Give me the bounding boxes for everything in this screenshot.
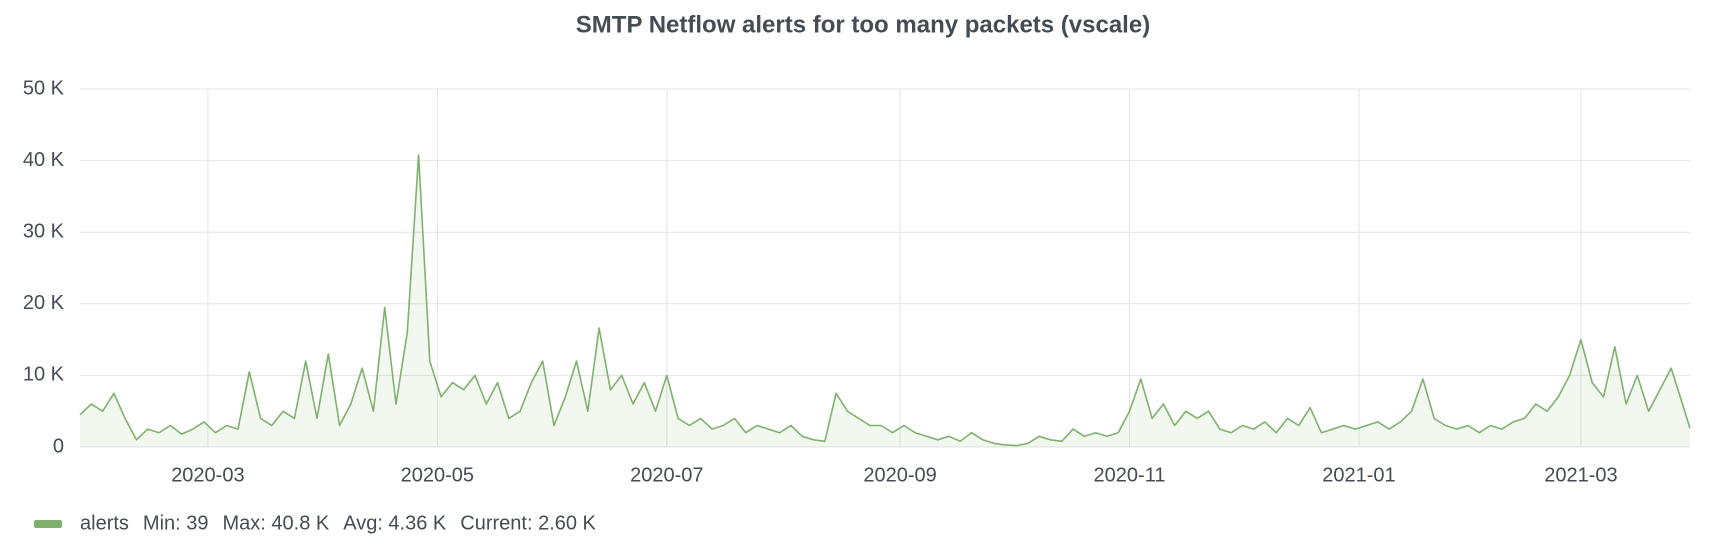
legend-stat: Max: 40.8 K [223,512,330,534]
legend-stat: Current: 2.60 K [460,512,596,534]
series-line [79,154,1691,447]
legend-swatch [34,520,62,528]
series-area [80,154,1690,447]
x-tick-label: 2021-03 [1544,464,1617,486]
legend-stat: Min: 39 [143,512,209,534]
x-tick-label: 2020-09 [863,464,936,486]
x-tick-label: 2021-01 [1322,464,1395,486]
y-tick-label: 10 K [23,364,65,386]
x-tick-label: 2020-03 [171,464,244,486]
y-tick-label: 20 K [23,292,65,314]
x-tick-label: 2020-05 [401,464,474,486]
y-tick-label: 40 K [23,149,65,171]
y-tick-label: 0 [53,435,64,457]
legend-label: alerts [80,512,129,534]
x-tick-label: 2020-11 [1094,464,1166,486]
y-tick-label: 50 K [23,77,65,99]
chart-title: SMTP Netflow alerts for too many packets… [576,11,1150,38]
x-tick-label: 2020-07 [630,464,703,486]
legend-stat: Avg: 4.36 K [343,512,447,534]
y-tick-label: 30 K [23,220,65,242]
